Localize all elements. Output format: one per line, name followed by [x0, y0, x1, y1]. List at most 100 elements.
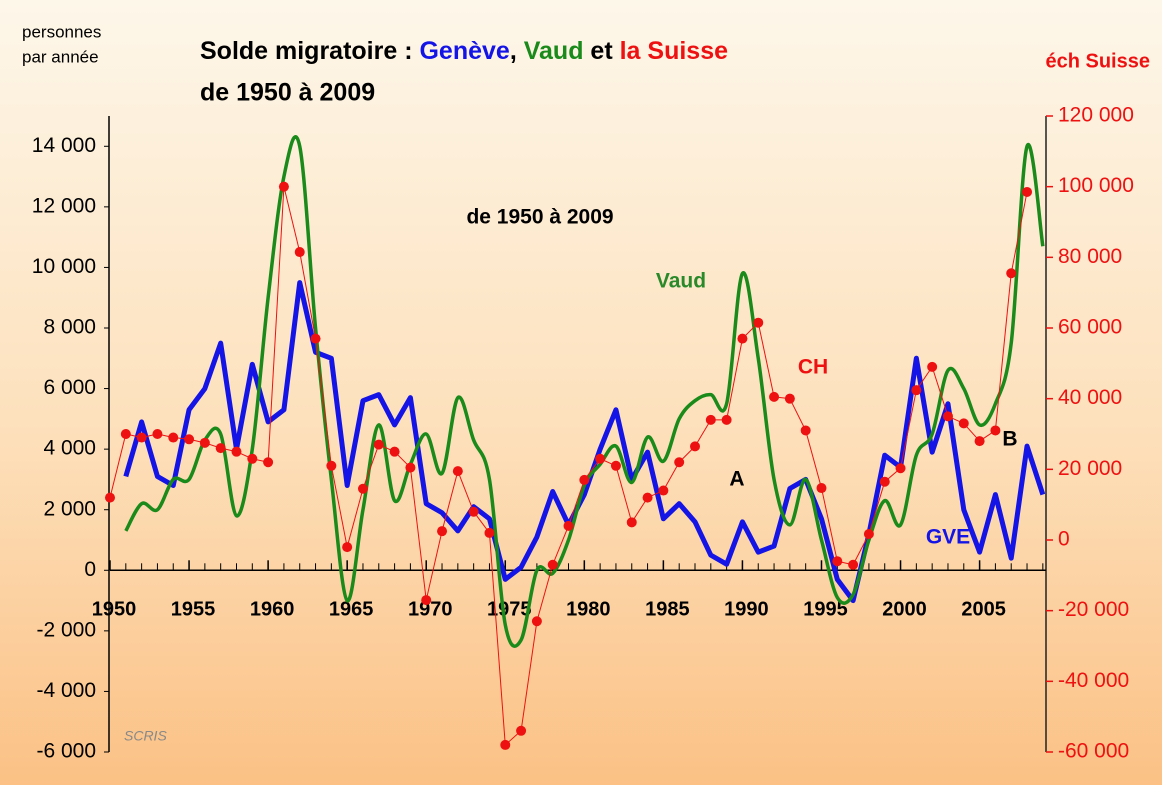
y2-axis-label: éch Suisse — [1045, 50, 1150, 72]
data-point — [800, 425, 811, 436]
data-point — [373, 439, 384, 450]
y-tick-label: 8 000 — [43, 316, 96, 339]
x-tick-label: 1955 — [171, 599, 216, 621]
data-point — [784, 393, 795, 404]
data-point — [500, 739, 511, 750]
data-point — [1022, 186, 1033, 197]
data-point — [278, 181, 289, 192]
title-part: Genève — [419, 37, 509, 65]
data-point — [152, 429, 163, 439]
data-point — [421, 595, 432, 606]
data-point — [531, 616, 542, 627]
data-point — [437, 526, 448, 537]
y2-tick-label: 20 000 — [1058, 457, 1122, 480]
x-tick-label: 1995 — [803, 599, 848, 621]
data-point — [199, 437, 210, 448]
data-point — [942, 411, 953, 422]
data-point — [136, 432, 147, 443]
data-point — [563, 520, 574, 531]
data-point — [690, 441, 700, 452]
y2-tick-label: 80 000 — [1058, 245, 1122, 268]
title-part: la Suisse — [620, 37, 728, 65]
data-point — [737, 333, 748, 344]
data-point — [215, 443, 226, 454]
y2-tick-label: 100 000 — [1058, 174, 1134, 197]
y-axis-label: par année — [22, 47, 99, 66]
data-point — [579, 474, 590, 485]
x-tick-label: 1960 — [250, 599, 295, 621]
plot-layer: -6 000 -4 000 -2 000 0 2 000 4 000 6 000 8 000 1… — [32, 104, 1134, 763]
data-point — [674, 457, 685, 468]
y-tick-label: -2 000 — [36, 618, 96, 641]
data-point — [294, 247, 305, 258]
data-point — [405, 462, 416, 473]
data-point — [911, 385, 922, 396]
y-tick-label: 6 000 — [43, 376, 96, 399]
y-tick-label: 4 000 — [43, 437, 96, 460]
data-point — [247, 453, 258, 464]
y2-tick-label: 120 000 — [1058, 104, 1134, 127]
data-point — [753, 317, 764, 328]
data-point — [452, 466, 463, 477]
annotation: Vaud — [656, 270, 706, 293]
x-tick-label: 2005 — [961, 599, 1006, 621]
annotation: A — [729, 468, 744, 491]
x-tick-label: 1975 — [487, 599, 532, 621]
annotation: GVE — [926, 526, 970, 549]
y2-tick-label: -20 000 — [1058, 598, 1129, 621]
x-tick-label: 1965 — [329, 599, 374, 621]
data-point — [895, 463, 906, 474]
y-tick-label: -6 000 — [36, 740, 96, 763]
data-point — [484, 527, 495, 538]
data-point — [658, 485, 669, 496]
title-part: , — [510, 37, 524, 65]
chart-subtitle: de 1950 à 2009 — [200, 79, 375, 107]
data-point — [721, 414, 732, 425]
data-point — [547, 559, 558, 570]
y2-tick-label: 40 000 — [1058, 386, 1122, 409]
y2-tick-label: -40 000 — [1058, 669, 1129, 692]
annotation: CH — [798, 356, 828, 379]
data-point — [468, 506, 479, 517]
data-point — [184, 434, 195, 445]
data-point — [705, 414, 716, 425]
data-point — [310, 333, 321, 344]
series-line — [124, 135, 1045, 648]
data-point — [958, 418, 969, 429]
x-tick-label: 1970 — [408, 599, 453, 621]
data-point — [816, 483, 827, 494]
x-tick-label: 1990 — [724, 599, 769, 621]
data-point — [832, 556, 843, 567]
data-point — [516, 725, 527, 736]
data-point — [879, 476, 890, 487]
data-point — [863, 528, 874, 539]
data-point — [626, 517, 637, 528]
data-point — [610, 460, 621, 471]
data-point — [120, 429, 131, 439]
title-part: et — [583, 37, 619, 65]
data-point — [1006, 268, 1017, 279]
y2-tick-label: 0 — [1058, 528, 1070, 551]
y2-tick-label: -60 000 — [1058, 740, 1129, 763]
title-part: Vaud — [524, 37, 584, 65]
data-point — [642, 492, 653, 503]
data-point — [848, 559, 859, 570]
data-point — [990, 425, 1001, 436]
y-tick-label: 0 — [84, 558, 96, 581]
x-tick-label: 1980 — [566, 599, 611, 621]
source: SCRIS — [124, 728, 167, 744]
y-axis-label: personnes — [22, 22, 101, 41]
data-point — [974, 436, 985, 447]
data-point — [927, 361, 938, 372]
y-tick-label: -4 000 — [36, 679, 96, 702]
data-point — [168, 432, 179, 443]
x-tick-label: 1985 — [645, 599, 690, 621]
x-tick-label: 2000 — [882, 599, 927, 621]
data-point — [342, 542, 353, 553]
series-line — [123, 280, 1046, 604]
data-point — [389, 446, 400, 457]
y-tick-label: 10 000 — [32, 255, 96, 278]
annotation: B — [1002, 428, 1017, 451]
title-part: Solde migratoire : — [200, 37, 419, 65]
